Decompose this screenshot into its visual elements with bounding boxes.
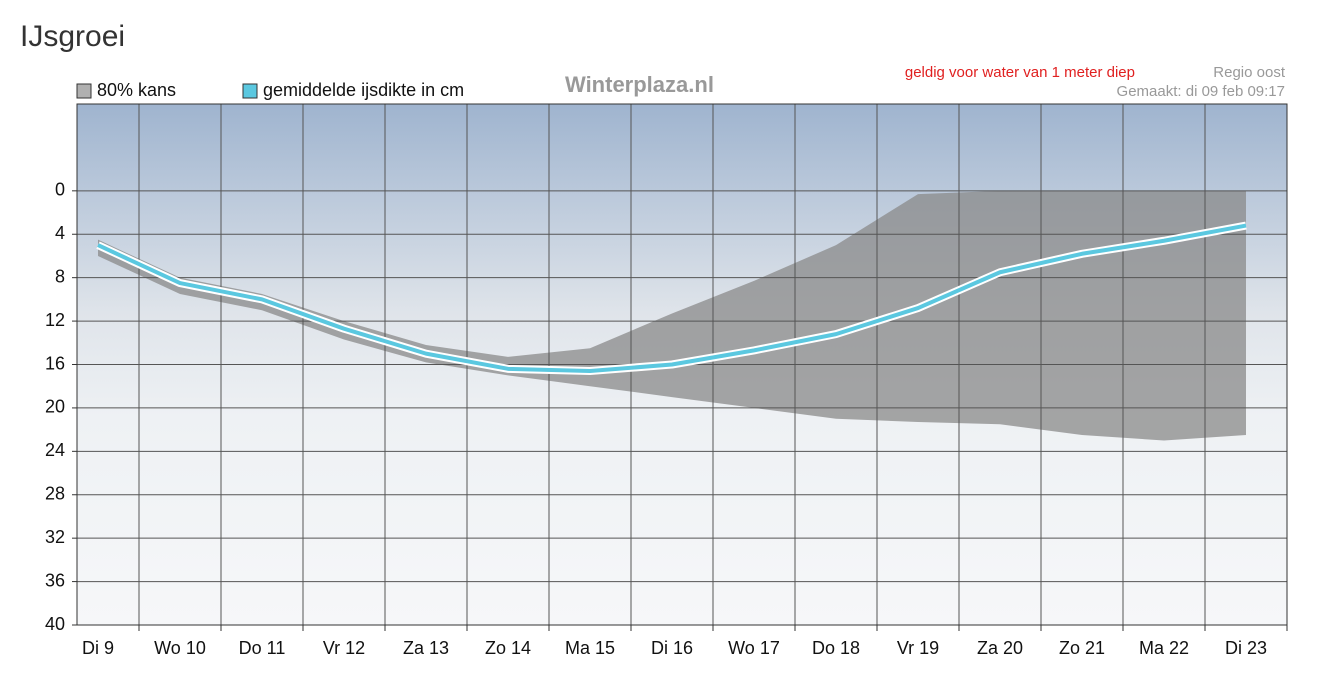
y-tick-label: 32 (45, 527, 65, 547)
x-tick-label: Za 20 (977, 638, 1023, 658)
y-tick-label: 40 (45, 614, 65, 634)
x-tick-label: Ma 15 (565, 638, 615, 658)
x-tick-label: Wo 17 (728, 638, 780, 658)
y-tick-label: 0 (55, 180, 65, 200)
y-tick-label: 16 (45, 353, 65, 373)
y-tick-label: 28 (45, 484, 65, 504)
note: geldig voor water van 1 meter diep (905, 64, 1135, 81)
x-tick-label: Ma 22 (1139, 638, 1189, 658)
x-tick-label: Di 16 (651, 638, 693, 658)
x-tick-label: Vr 12 (323, 638, 365, 658)
x-tick-label: Do 11 (239, 638, 286, 658)
x-tick-label: Di 9 (82, 638, 114, 658)
x-tick-label: Di 23 (1225, 638, 1267, 658)
made-date: Gemaakt: di 09 feb 09:17 (1117, 83, 1285, 100)
legend-label: gemiddelde ijsdikte in cm (263, 80, 464, 100)
y-tick-label: 36 (45, 570, 65, 590)
plot-border (76, 103, 1288, 626)
x-tick-label: Za 13 (403, 638, 449, 658)
x-tick-label: Zo 14 (485, 638, 531, 658)
y-tick-label: 20 (45, 397, 65, 417)
region: Regio oost (1213, 64, 1286, 81)
legend-swatch (242, 83, 258, 99)
page-title: IJsgroei (20, 20, 125, 53)
x-tick-label: Do 18 (812, 638, 860, 658)
x-tick-label: Zo 21 (1059, 638, 1105, 658)
y-tick-label: 8 (55, 266, 65, 286)
line (97, 223, 1247, 374)
legend-label: 80% kans (97, 80, 176, 100)
x-tick-label: Wo 10 (154, 638, 206, 658)
watermark: Winterplaza.nl (565, 72, 714, 97)
legend-swatch (76, 83, 92, 99)
x-tick-label: Vr 19 (897, 638, 939, 658)
y-tick-label: 24 (45, 440, 65, 460)
y-tick-label: 4 (55, 223, 65, 243)
y-tick-label: 12 (45, 310, 65, 330)
